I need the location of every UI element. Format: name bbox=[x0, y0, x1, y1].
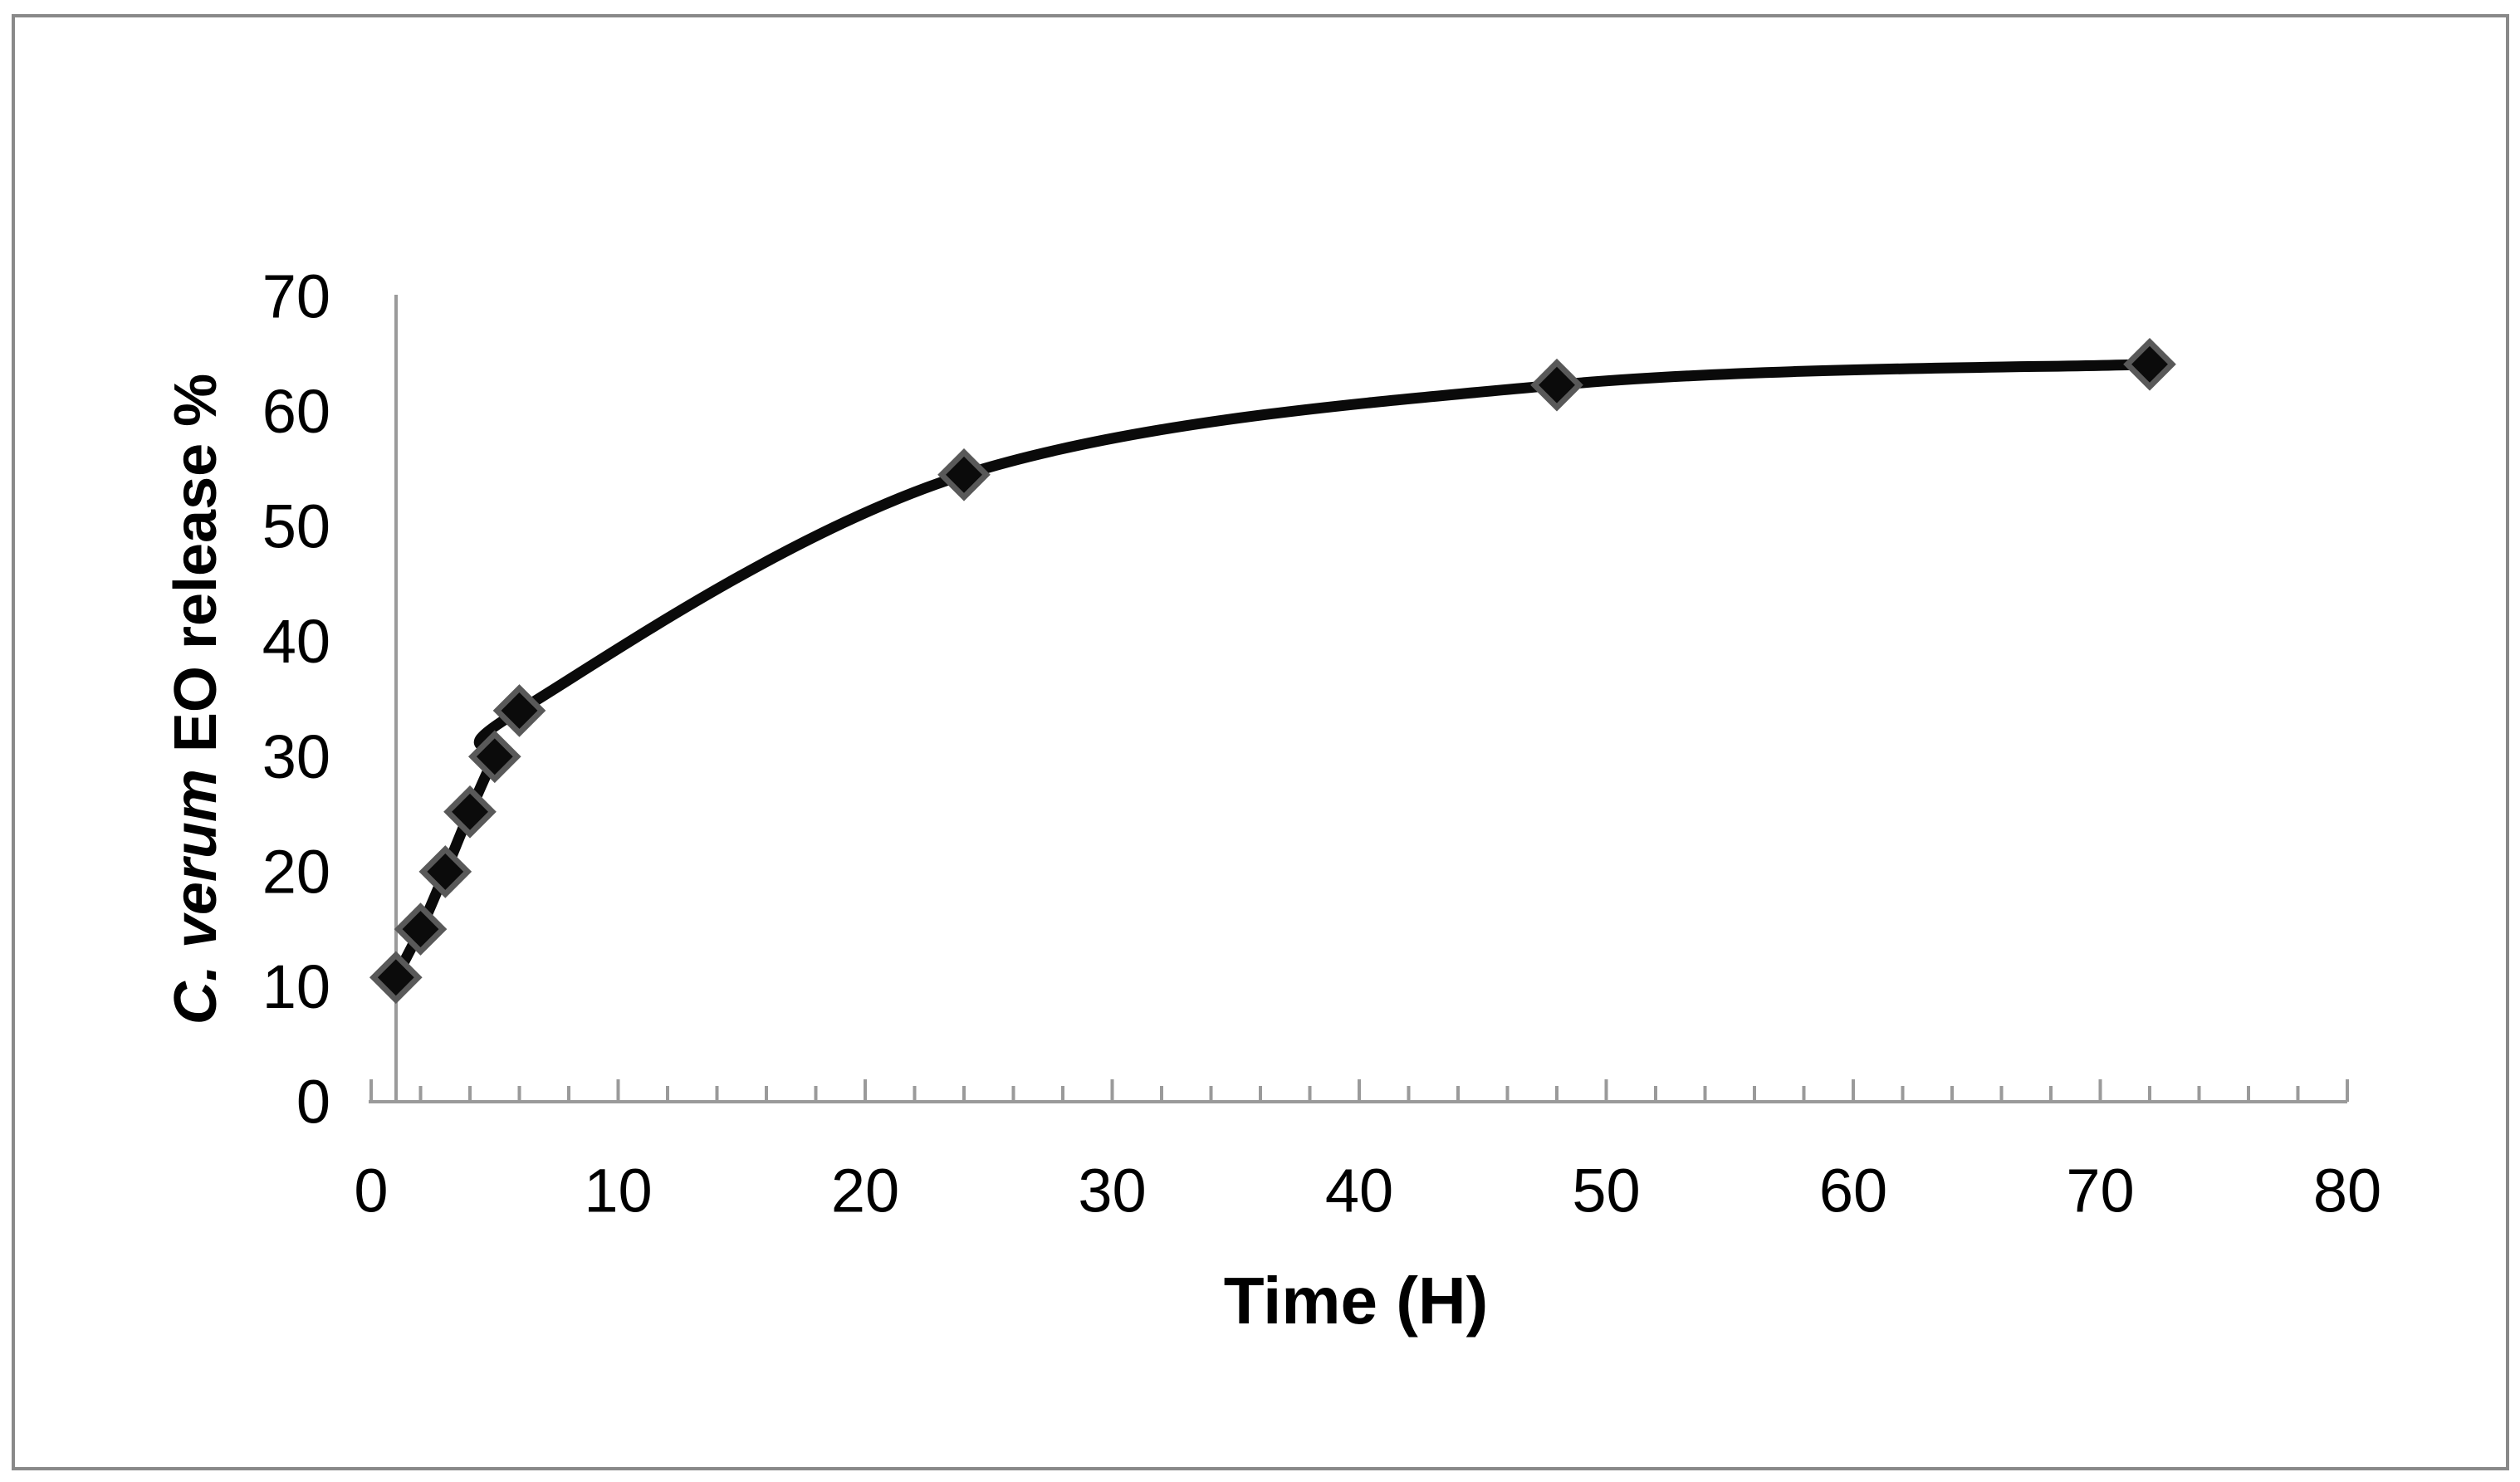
x-tick-label: 20 bbox=[831, 1157, 899, 1225]
y-tick-label: 10 bbox=[262, 952, 330, 1021]
data-point-marker bbox=[418, 845, 472, 898]
x-tick-label: 30 bbox=[1078, 1157, 1146, 1225]
x-tick-label: 0 bbox=[354, 1157, 388, 1225]
y-tick-label: 60 bbox=[262, 377, 330, 446]
data-point-marker bbox=[1530, 358, 1583, 412]
data-point-marker bbox=[394, 902, 448, 956]
y-tick-label: 0 bbox=[296, 1068, 330, 1137]
x-tick-label: 40 bbox=[1325, 1157, 1393, 1225]
x-axis-title: Time (H) bbox=[1224, 1264, 1489, 1338]
data-series bbox=[369, 337, 2176, 1005]
data-point-marker bbox=[937, 448, 991, 501]
data-point-marker bbox=[492, 684, 546, 737]
series-line bbox=[390, 359, 2155, 983]
y-tick-label: 30 bbox=[262, 722, 330, 791]
x-tick-label: 10 bbox=[584, 1157, 652, 1225]
data-point-marker bbox=[2123, 337, 2176, 391]
x-tick-label: 50 bbox=[1572, 1157, 1640, 1225]
y-tick-label: 70 bbox=[262, 262, 330, 331]
y-axis-title: C. verum EO release % bbox=[163, 374, 229, 1025]
y-axis-title-rest: EO release % bbox=[163, 374, 229, 769]
y-tick-label: 20 bbox=[262, 837, 330, 906]
y-tick-label: 40 bbox=[262, 607, 330, 676]
data-point-marker bbox=[467, 730, 521, 784]
x-tick-label: 70 bbox=[2066, 1157, 2134, 1225]
data-point-marker bbox=[443, 785, 497, 839]
y-tick-label: 50 bbox=[262, 492, 330, 561]
y-axis-title-species: C. verum bbox=[163, 769, 229, 1025]
figure-border bbox=[12, 14, 2509, 1470]
x-tick-label: 80 bbox=[2313, 1157, 2381, 1225]
axes: 0 10 20 30 40 50 60 70 80 0 10 20 30 40 50 60 70 bbox=[262, 262, 2381, 1225]
x-tick-label: 60 bbox=[1819, 1157, 1887, 1225]
data-point-marker bbox=[369, 951, 423, 1005]
